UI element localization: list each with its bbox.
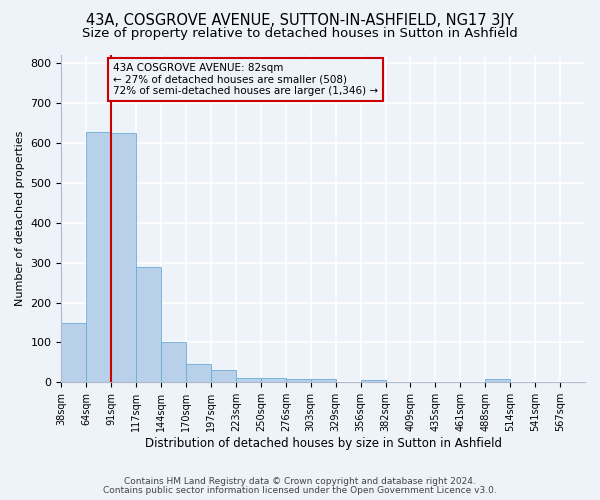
Bar (111, 133, 136, 382)
Bar (311, 379, 335, 382)
Bar (186, 364, 211, 382)
Bar (86, 132, 111, 382)
Bar (485, 379, 510, 382)
Bar (61, 324, 86, 382)
Bar (361, 380, 386, 382)
Text: 43A COSGROVE AVENUE: 82sqm
← 27% of detached houses are smaller (508)
72% of sem: 43A COSGROVE AVENUE: 82sqm ← 27% of deta… (113, 63, 378, 96)
Bar (161, 342, 186, 382)
Bar (286, 379, 311, 382)
Text: Contains HM Land Registry data © Crown copyright and database right 2024.: Contains HM Land Registry data © Crown c… (124, 477, 476, 486)
Text: 43A, COSGROVE AVENUE, SUTTON-IN-ASHFIELD, NG17 3JY: 43A, COSGROVE AVENUE, SUTTON-IN-ASHFIELD… (86, 12, 514, 28)
Bar (261, 378, 286, 382)
Bar (136, 268, 161, 382)
X-axis label: Distribution of detached houses by size in Sutton in Ashfield: Distribution of detached houses by size … (145, 437, 502, 450)
Y-axis label: Number of detached properties: Number of detached properties (15, 131, 25, 306)
Text: Size of property relative to detached houses in Sutton in Ashfield: Size of property relative to detached ho… (82, 28, 518, 40)
Bar (211, 370, 236, 382)
Bar (236, 378, 261, 382)
Text: Contains public sector information licensed under the Open Government Licence v3: Contains public sector information licen… (103, 486, 497, 495)
